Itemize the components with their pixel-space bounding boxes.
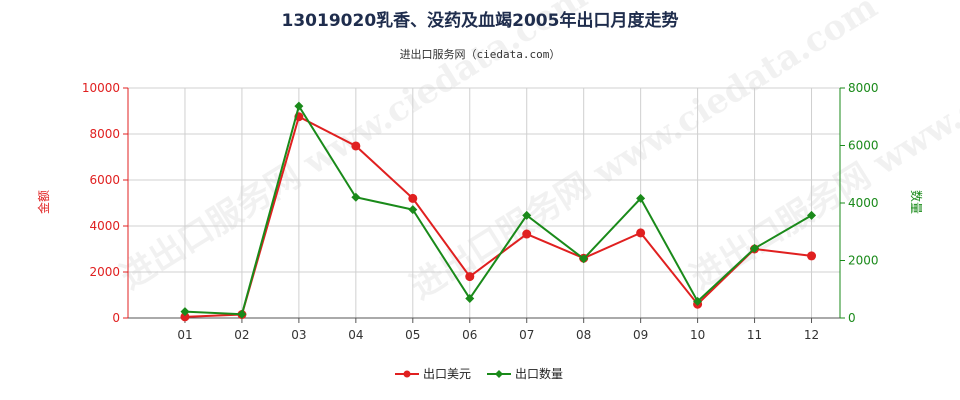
data-point xyxy=(750,243,760,253)
y-left-tick-label: 8000 xyxy=(89,127,120,141)
legend-label: 出口数量 xyxy=(515,366,563,381)
legend-swatch-marker xyxy=(403,370,411,378)
x-tick-label: 04 xyxy=(348,328,363,342)
data-point xyxy=(351,192,361,202)
y-left-axis-title: 金额 xyxy=(36,190,51,214)
y-right-tick-label: 4000 xyxy=(848,196,879,210)
y-left-tick-label: 0 xyxy=(112,311,120,325)
x-tick-label: 10 xyxy=(690,328,705,342)
data-point xyxy=(351,141,361,151)
series-2 xyxy=(180,101,817,319)
y-right-axis-title: 数量 xyxy=(909,190,924,214)
data-point xyxy=(522,229,532,239)
axes: 0 2000 4000 6000 8000 10000 0 2000 4000 6000 8000 0… xyxy=(82,81,879,342)
y-left-tick-label: 2000 xyxy=(89,265,120,279)
data-point xyxy=(408,193,418,203)
legend-label: 出口美元 xyxy=(423,367,471,381)
chart-title: 13019020乳香、没药及血竭2005年出口月度走势 xyxy=(282,10,679,31)
data-point xyxy=(807,251,817,261)
legend-swatch-marker xyxy=(495,370,503,378)
x-tick-label: 05 xyxy=(405,328,420,342)
data-point xyxy=(408,205,418,215)
data-point xyxy=(237,309,247,319)
data-point xyxy=(180,312,190,322)
x-tick-label: 06 xyxy=(462,328,477,342)
y-left-tick-label: 6000 xyxy=(89,173,120,187)
x-tick-label: 01 xyxy=(177,328,192,342)
data-point xyxy=(465,272,475,282)
data-point xyxy=(522,210,532,220)
legend: 出口美元 出口数量 xyxy=(395,366,563,381)
chart-subtitle: 进出口服务网（ciedata.com） xyxy=(400,47,561,61)
y-right-tick-label: 2000 xyxy=(848,254,879,268)
data-point xyxy=(294,101,304,111)
x-tick-label: 09 xyxy=(633,328,648,342)
data-point xyxy=(579,254,589,264)
x-tick-label: 11 xyxy=(747,328,762,342)
y-left-tick-label: 10000 xyxy=(82,81,120,95)
series-line xyxy=(184,103,813,316)
x-tick-label: 07 xyxy=(519,328,534,342)
data-point xyxy=(807,210,817,220)
x-tick-label: 03 xyxy=(291,328,306,342)
y-left-tick-label: 4000 xyxy=(89,219,120,233)
y-right-tick-label: 6000 xyxy=(848,139,879,153)
x-tick-label: 12 xyxy=(804,328,819,342)
data-point xyxy=(465,293,475,303)
y-right-tick-label: 0 xyxy=(848,311,856,325)
data-point xyxy=(693,296,703,306)
x-tick-label: 08 xyxy=(576,328,591,342)
data-point xyxy=(636,193,646,203)
x-tick-label: 02 xyxy=(234,328,249,342)
data-point xyxy=(636,228,646,238)
data-point xyxy=(180,307,190,317)
series-layer xyxy=(180,101,817,322)
y-right-tick-label: 8000 xyxy=(848,81,879,95)
